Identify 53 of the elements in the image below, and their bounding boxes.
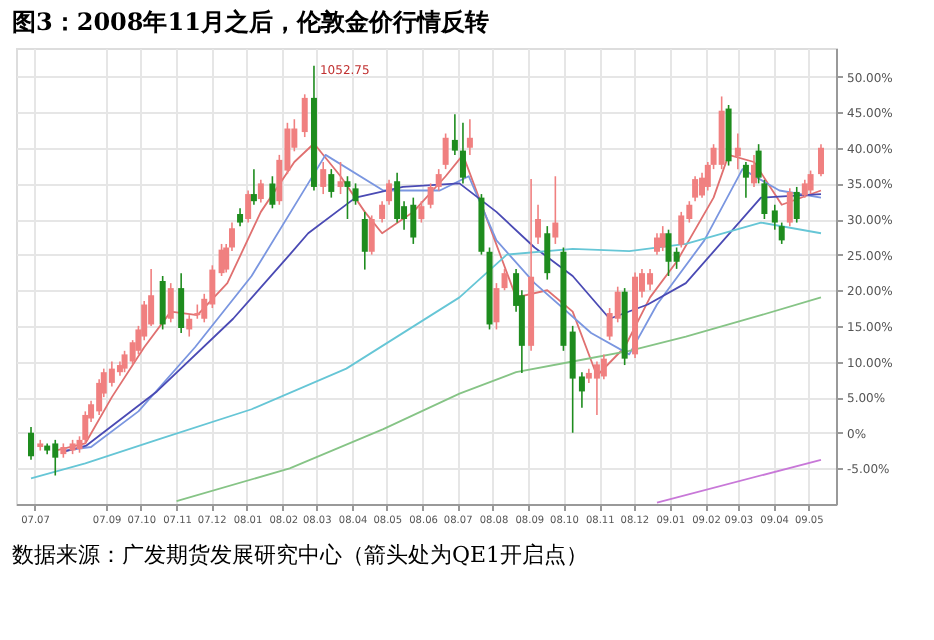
candlestick <box>394 171 401 224</box>
candlestick <box>418 200 425 224</box>
candlestick <box>178 272 185 334</box>
chart-title: 图3：2008年11月之后，伦敦金价行情反转 <box>12 8 489 36</box>
candlestick <box>678 211 685 249</box>
candlestick <box>755 143 762 185</box>
candlestick <box>386 179 393 206</box>
candlestick <box>320 161 327 195</box>
candlestick <box>427 182 434 210</box>
candlestick <box>544 225 551 281</box>
candlestick <box>379 200 386 224</box>
candlestick <box>159 275 166 331</box>
source-note: 数据来源：广发期货发展研究中心（箭头处为QE1开启点） <box>12 542 589 568</box>
candlestick <box>653 232 660 256</box>
candlestick <box>734 132 741 170</box>
candlestick <box>552 175 559 245</box>
candlestick <box>786 187 793 227</box>
candlestick <box>793 186 800 224</box>
candlestick <box>807 169 814 195</box>
candlestick <box>761 179 768 220</box>
candlestick <box>344 175 351 220</box>
candlestick <box>108 360 115 388</box>
candlestick <box>665 228 672 277</box>
candlestick <box>442 132 449 170</box>
candlestick <box>167 282 174 324</box>
candlestick <box>368 214 375 256</box>
line-series <box>30 221 822 480</box>
candlestick <box>257 179 264 204</box>
candlestick <box>245 189 252 224</box>
candlestick <box>451 113 458 156</box>
candlestick <box>435 168 442 192</box>
candlestick <box>28 426 35 461</box>
candlestick <box>328 168 335 199</box>
candlestick <box>501 268 508 292</box>
candlestick <box>121 350 128 373</box>
candlestick <box>361 211 368 271</box>
candlestick <box>817 143 824 178</box>
candlestick <box>742 161 749 199</box>
candlestick <box>52 439 59 477</box>
candlestick <box>337 161 344 195</box>
candlestick <box>186 314 193 338</box>
candlestick <box>269 175 276 210</box>
candlestick <box>250 168 257 206</box>
candlestick <box>659 225 666 252</box>
candlestick <box>301 93 308 138</box>
line-series <box>175 296 822 503</box>
candlestick <box>647 268 654 292</box>
candlestick <box>493 282 500 331</box>
candlestick <box>692 175 699 202</box>
candlestick <box>352 182 359 206</box>
candlestick <box>593 360 600 416</box>
candlestick <box>466 118 473 156</box>
candlestick <box>459 122 466 185</box>
